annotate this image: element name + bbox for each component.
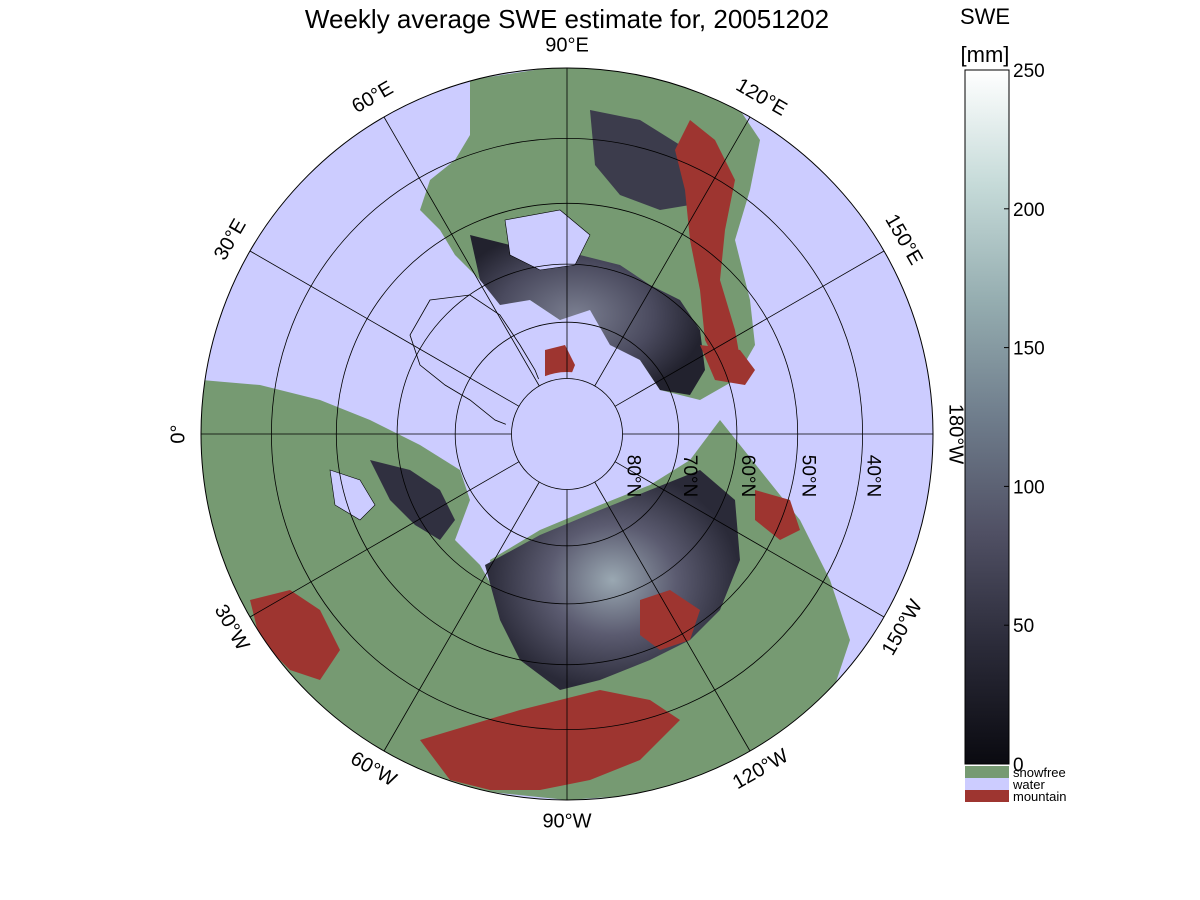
latitude-label: 50°N [798,455,819,497]
meridian-line [249,461,520,618]
legend-label-water: water [1012,777,1045,792]
polar-map: 90°W120°W150°W180°W150°E120°E90°E60°E30°… [167,34,966,832]
meridian-line [249,250,520,407]
colorbar-tick-label: 200 [1013,200,1045,221]
map-title: Weekly average SWE estimate for, 2005120… [305,4,829,34]
longitude-label: 30°E [210,215,251,264]
meridian-line [383,481,540,752]
legend-swatch-snowfree [965,766,1009,778]
snow-cover-scandinavia [370,460,455,540]
mountain-eastern-siberia [640,590,700,650]
hudson-bay [504,209,591,271]
mountain-kamchatka [755,490,800,540]
meridian-line [594,116,751,387]
latitude-label: 40°N [863,455,884,497]
mountain-alaska [700,345,755,385]
swe-colorbar: SWE [mm] 0 50 100 150 200 250 [960,4,1045,776]
meridian-line [614,250,885,407]
mountain-central-asia [420,690,680,790]
latitude-labels: 80°N 70°N 60°N 50°N 40°N [622,455,883,497]
meridian-line [614,461,885,618]
snow-cover-canadian-archipelago [590,110,700,210]
legend-label-snowfree: snowfree [1013,765,1066,780]
colorbar-ticks: 0 50 100 150 200 250 [1004,61,1045,776]
meridian-line [383,116,540,387]
colorbar-tick-label: 100 [1013,477,1045,498]
legend-swatch-water [965,778,1009,790]
land-layer [201,68,850,800]
colorbar-unit: [mm] [961,42,1010,67]
latitude-label: 80°N [622,455,643,497]
longitude-label: 60°E [348,77,397,118]
mountain-alps [250,590,340,680]
longitude-label: 0° [167,424,189,443]
mountain-rockies [675,120,742,380]
colorbar-bar [964,69,1010,765]
meridian-line [594,481,751,752]
longitude-label: 180°W [945,404,967,464]
graticule [201,68,933,800]
legend-swatch-mountain [965,790,1009,802]
colorbar-tick-label: 150 [1013,339,1045,360]
colorbar-tick-label: 0 [1013,755,1024,776]
latitude-label: 70°N [679,455,700,497]
colorbar-heading: SWE [960,4,1010,29]
longitude-label: 90°E [545,34,589,56]
map-boundary [200,67,934,801]
legend-label-mountain: mountain [1013,789,1066,804]
latitude-label: 60°N [737,455,758,497]
colorbar-tick-label: 250 [1013,61,1045,82]
longitude-label: 90°W [542,810,591,832]
colorbar-tick-label: 50 [1013,616,1034,637]
arctic-ocean-center [505,372,629,496]
